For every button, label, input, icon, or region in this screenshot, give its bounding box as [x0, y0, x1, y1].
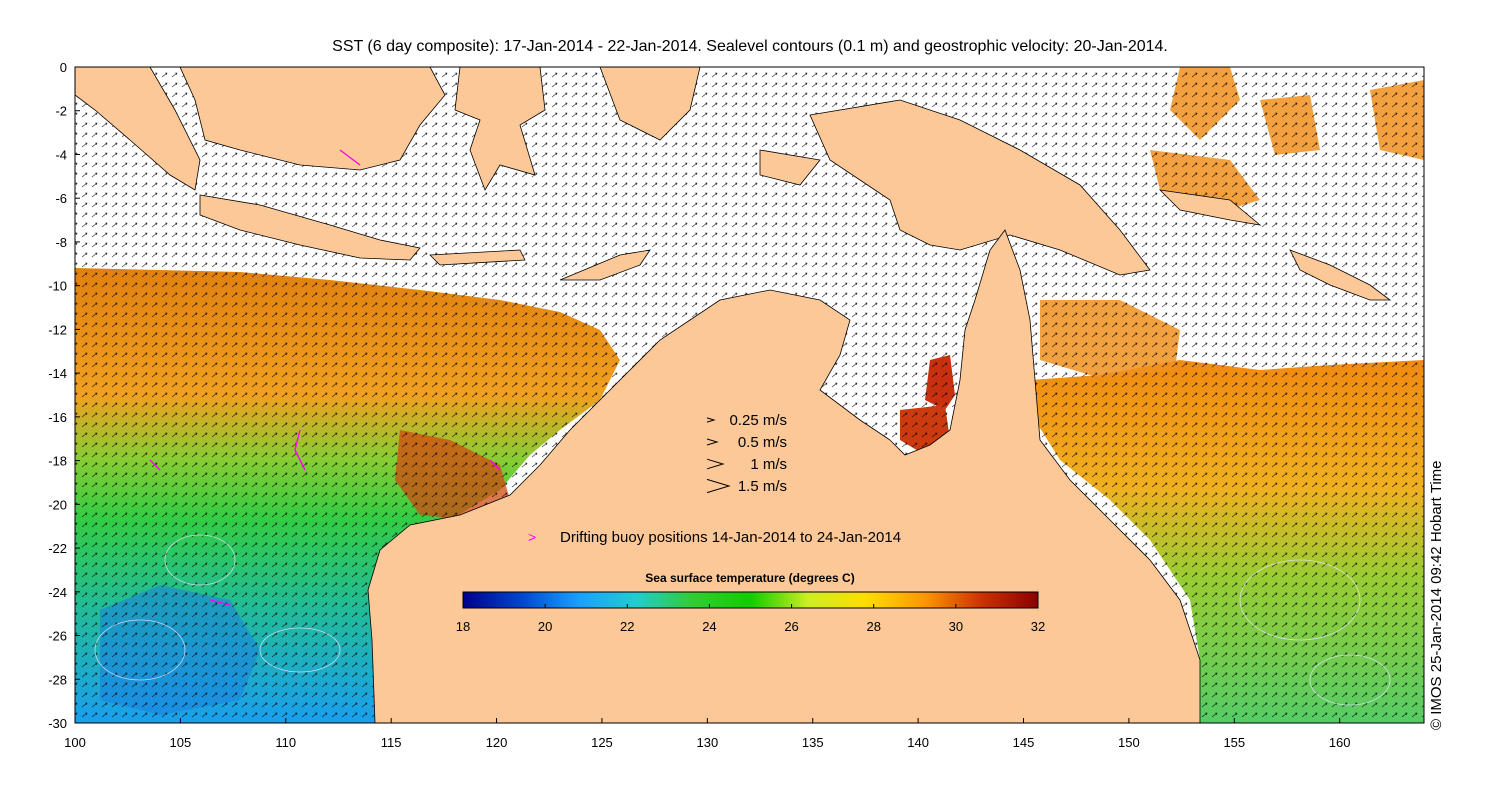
y-tick-label: -2	[55, 104, 67, 119]
land-borneo	[179, 67, 446, 171]
land-java	[199, 194, 421, 261]
y-tick-label: 0	[60, 60, 67, 75]
x-tick-label: 155	[1223, 735, 1245, 750]
y-tick-label: -24	[48, 585, 67, 600]
y-tick-label: -30	[48, 716, 67, 731]
land-maluku	[599, 67, 821, 186]
velocity-arrow	[706, 438, 719, 446]
x-tick-label: 130	[696, 735, 718, 750]
y-tick-label: -14	[48, 366, 67, 381]
map-plot-area	[75, 67, 1424, 723]
land-solomons	[1289, 249, 1392, 301]
y-tick-label: -26	[48, 629, 67, 644]
land-new-britain	[1158, 189, 1262, 226]
copyright-notice: © IMOS 25-Jan-2014 09:42 Hobart Time	[1428, 460, 1445, 730]
colorbar: Sea surface temperature (degrees C) 18 20…	[456, 571, 1045, 634]
y-tick-label: -12	[48, 322, 67, 337]
colorbar-label: Sea surface temperature (degrees C)	[645, 571, 854, 585]
x-tick-label: 140	[907, 735, 929, 750]
colorbar-tick-label: 32	[1031, 619, 1045, 634]
buoy-legend: > Drifting buoy positions 14-Jan-2014 to…	[528, 529, 901, 546]
x-tick-label: 100	[64, 735, 86, 750]
velocity-arrow	[706, 458, 725, 470]
plot-frame	[74, 66, 1425, 724]
x-tick-label: 120	[486, 735, 508, 750]
colorbar-tick-label: 30	[949, 619, 963, 634]
buoy-legend-label: Drifting buoy positions 14-Jan-2014 to 2…	[560, 529, 901, 546]
x-tick-label: 110	[275, 735, 296, 750]
x-tick-label: 135	[802, 735, 824, 750]
velocity-label: 0.5 m/s	[738, 434, 787, 451]
colorbar-tick-label: 20	[538, 619, 552, 634]
velocity-arrow	[706, 478, 731, 494]
land-sumatra	[75, 67, 201, 191]
velocity-arrow	[706, 417, 716, 423]
colorbar-tick-label: 18	[456, 619, 470, 634]
y-tick-label: -4	[55, 147, 67, 162]
y-tick-label: -28	[48, 672, 67, 687]
velocity-label: 1 m/s	[750, 456, 787, 473]
buoy-legend-symbol: >	[528, 529, 536, 545]
sealevel-contours	[94, 534, 1391, 706]
y-tick-label: -22	[48, 541, 67, 556]
y-tick-label: -16	[48, 410, 67, 425]
colorbar-tick-label: 28	[866, 619, 880, 634]
velocity-label: 0.25 m/s	[729, 412, 787, 429]
colorbar-tick-label: 24	[702, 619, 716, 634]
velocity-label: 1.5 m/s	[738, 478, 787, 495]
y-tick-label: -10	[48, 279, 67, 294]
x-tick-label: 145	[1013, 735, 1035, 750]
buoy-tracks	[149, 149, 501, 606]
y-tick-label: -8	[55, 235, 67, 250]
land-new-guinea	[809, 99, 1151, 276]
velocity-legend: 0.25 m/s 0.5 m/s 1 m/s 1.5 m/s	[706, 412, 787, 495]
y-tick-label: -20	[48, 497, 67, 512]
x-tick-label: 105	[170, 735, 192, 750]
y-tick-label: -18	[48, 454, 67, 469]
colorbar-tick-label: 22	[620, 619, 634, 634]
colorbar-ticks: 18 20 22 24 26 28 30 32	[456, 604, 1045, 634]
map-title: SST (6 day composite): 17-Jan-2014 - 22-…	[332, 38, 1168, 55]
x-tick-label: 115	[381, 735, 402, 750]
y-axis: 0 -2 -4 -6 -8 -10 -12 -14 -16 -18 -20 -22 -24 -26 -28 -…	[48, 60, 80, 731]
land-sulawesi	[454, 67, 546, 191]
x-axis: 100 105 110 115 120 125 130 135 140 145 150 155 160	[64, 718, 1351, 750]
x-tick-label: 150	[1118, 735, 1140, 750]
x-tick-label: 125	[591, 735, 613, 750]
colorbar-tick-label: 26	[784, 619, 798, 634]
y-tick-label: -6	[55, 191, 67, 206]
x-tick-label: 160	[1329, 735, 1351, 750]
colorbar-bar	[462, 591, 1039, 609]
land-timor	[429, 249, 651, 281]
